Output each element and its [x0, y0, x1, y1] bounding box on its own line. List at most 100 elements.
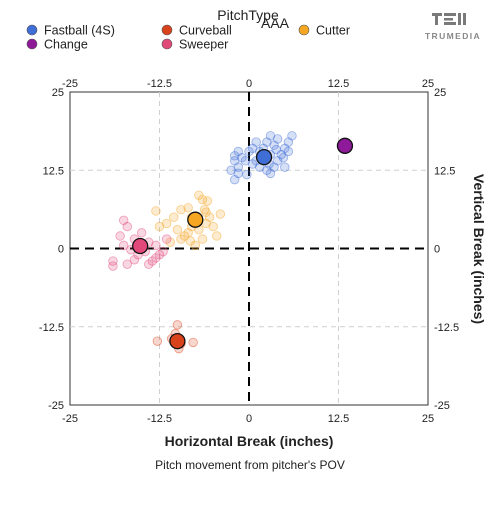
pitch-point: [122, 221, 132, 232]
pitch-point: [144, 259, 154, 269]
pitch-point: [122, 259, 132, 269]
legend-marker: [26, 24, 38, 36]
brand-name: TRUMEDIA: [425, 31, 481, 41]
x-tick-label-top: -25: [62, 78, 78, 90]
pitch-average-marker: [336, 137, 354, 154]
pitch-point: [265, 168, 276, 179]
x-axis-title: Horizontal Break (inches): [165, 433, 334, 449]
pitch-point: [176, 234, 186, 244]
pitch-point: [108, 256, 118, 266]
pitch-point: [129, 255, 140, 265]
x-tick-label-top: -12.5: [147, 78, 172, 90]
x-tick-label-bottom: -25: [62, 413, 78, 425]
pitch-point: [212, 231, 222, 241]
pitch-point: [169, 212, 179, 222]
chart-caption: Pitch movement from pitcher's POV: [155, 458, 345, 472]
pitch-point: [283, 146, 294, 157]
pitch-point: [201, 207, 211, 217]
pitch-point: [176, 204, 186, 215]
x-tick-label-bottom: 12.5: [328, 413, 349, 425]
y-tick-label-right: 25: [434, 87, 446, 99]
legend-label: Fastball (4S): [44, 24, 115, 38]
pitch-point: [183, 228, 193, 238]
pitch-average-marker: [255, 148, 273, 166]
pitch-point: [172, 225, 183, 235]
pitch-point: [152, 336, 163, 346]
legend-label: Curveball: [179, 24, 232, 38]
pitch-point: [229, 174, 240, 185]
pitch-point: [278, 153, 289, 163]
level-label: AAA: [261, 15, 290, 31]
pitch-point: [229, 156, 240, 166]
pitch-point: [118, 240, 129, 251]
x-tick-label-bottom: 25: [422, 413, 434, 425]
pitch-point: [183, 203, 193, 213]
y-tick-label-right: 12.5: [434, 165, 455, 177]
legend-marker: [161, 24, 173, 36]
trumedia-logo-icon: [432, 13, 466, 25]
pitch-point: [233, 146, 243, 157]
legend: Fastball (4S) Curveball Cutter Change Sweepe…: [26, 24, 350, 52]
grid: [70, 92, 428, 405]
legend-label: Cutter: [316, 24, 350, 38]
pitch-point: [208, 221, 218, 232]
pitch-point: [185, 236, 195, 246]
pitch-averages: [132, 137, 354, 350]
legend-title: PitchType: [217, 7, 279, 23]
y-tick-label-left: 0: [58, 244, 64, 256]
pitch-average-marker: [132, 237, 149, 255]
pitch-point: [115, 231, 125, 241]
pitch-point: [165, 237, 175, 247]
y-tick-label-left: 12.5: [43, 165, 64, 177]
y-tick-label-left: 25: [52, 87, 64, 99]
pitch-point: [151, 206, 161, 216]
y-tick-label-left: -25: [48, 400, 64, 412]
pitch-point: [247, 159, 258, 169]
x-tick-label-top: 25: [422, 78, 434, 90]
pitch-point: [215, 209, 226, 219]
legend-label: Sweeper: [179, 38, 228, 52]
pitch-point: [280, 162, 290, 172]
pitch-point: [188, 337, 198, 348]
pitch-point: [161, 234, 172, 244]
trumedia-logo: TRUMEDIA: [425, 13, 481, 41]
pitch-point: [244, 146, 254, 157]
pitch-point: [151, 240, 161, 251]
legend-marker: [26, 38, 38, 50]
pitch-point: [147, 256, 158, 266]
y-tick-label-right: -12.5: [434, 322, 459, 334]
y-axis-title: Vertical Break (inches): [471, 174, 487, 324]
pitch-point: [172, 320, 183, 330]
pitch-point: [204, 212, 215, 222]
pitch-point: [136, 228, 147, 238]
zero-lines: [70, 92, 428, 405]
pitch-point: [154, 221, 165, 232]
pitch-point: [151, 253, 161, 263]
pitch-point: [272, 134, 283, 144]
pitch-point: [158, 246, 168, 257]
legend-marker: [161, 38, 173, 50]
y-tick-label-right: -25: [434, 400, 450, 412]
pitch-point: [199, 204, 210, 215]
pitch-point: [271, 144, 281, 155]
pitch-point: [242, 169, 252, 180]
y-tick-label-right: 0: [434, 244, 440, 256]
pitch-point: [108, 261, 118, 271]
pitch-average-marker: [187, 211, 204, 228]
pitch-point: [251, 137, 261, 147]
x-tick-label-top: 0: [246, 78, 252, 90]
legend-label: Change: [44, 38, 88, 52]
x-tick-label-top: 12.5: [328, 78, 349, 90]
x-tick-label-bottom: 0: [246, 413, 252, 425]
pitch-point: [197, 234, 208, 244]
x-tick-label-bottom: -12.5: [147, 413, 172, 425]
legend-marker: [298, 24, 310, 36]
pitch-average-marker: [169, 332, 186, 350]
y-tick-label-left: -12.5: [39, 322, 64, 334]
pitch-point: [202, 196, 213, 206]
pitch-point: [287, 131, 297, 141]
pitch-point: [154, 250, 165, 260]
